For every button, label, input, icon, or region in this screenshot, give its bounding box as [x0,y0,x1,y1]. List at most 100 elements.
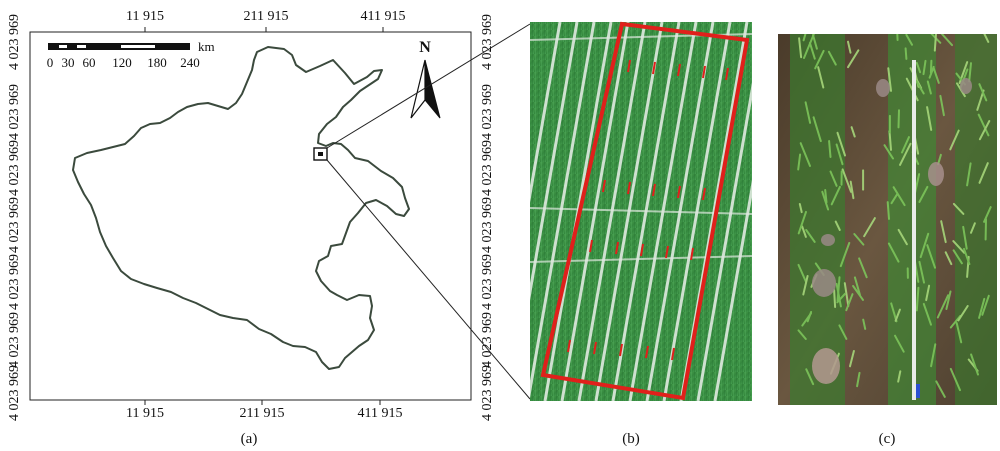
wheat-leaf [962,225,968,250]
wheat-leaf [937,153,942,166]
left-tick-label: 4 023 969 [7,140,22,196]
sample-marker [627,181,631,195]
wheat-leaf [863,217,876,238]
wheat-leaf [933,34,938,52]
wheat-leaf [918,185,929,203]
wheat-leaf [929,59,933,74]
bottom-tick-label-1: 11 915 [126,406,164,421]
wheat-leaf [847,40,852,54]
wheat-leaf [892,186,906,207]
wheat-leaf [952,249,963,265]
scale-label-60: 60 [83,55,96,70]
soil-stones [812,78,972,384]
wheat-leaf [799,142,811,167]
caption-a: (a) [241,431,258,447]
wheat-leaf [849,180,855,200]
left-tick-label: 4 023 969 [7,84,22,140]
wheat-leaf [836,292,846,304]
wheat-leaf [835,143,844,166]
wheat-leaf [798,203,803,214]
wheat-leaf [983,34,990,43]
wheat-leaf [963,247,971,266]
wheat-leaf [828,140,832,158]
plot-line [696,82,752,401]
top-tick-label-2: 211 915 [244,9,289,24]
wheat-leaf [830,185,841,206]
wheat-leaf [926,80,932,95]
wheat-leaf [821,190,830,211]
wheat-leaf [897,109,900,129]
scale-label-180: 180 [147,55,167,70]
plot-line [530,22,596,399]
wheat-leaf [834,220,841,231]
wheat-leaf [896,34,899,41]
wheat-leaf [888,130,892,151]
panel-b-uav-image: (b) [530,21,752,447]
wheat-leaf [915,80,925,95]
wheat-leaf [887,67,892,92]
wheat-leaf [814,49,825,70]
wheat-leaf [887,242,900,263]
wheat-leaf [886,201,890,220]
sample-marker [593,341,597,355]
wheat-leaf [853,276,861,296]
wheat-leaf [894,334,905,353]
left-tick-label: 4 023 969 [7,312,22,368]
left-tick-label: 4 023 969 [7,254,22,310]
study-plot-outline [540,21,750,401]
sample-marker [671,347,675,361]
wheat-leaf [957,305,969,322]
sample-marker [690,247,694,261]
wheat-leaf [978,162,989,184]
caption-b: (b) [622,431,640,447]
scale-label-240: 240 [180,55,200,70]
wheat-leaf [955,322,963,344]
plot-line [713,179,752,401]
sample-markers [567,59,729,361]
wheat-leaf [805,229,816,243]
scale-label-120: 120 [112,55,132,70]
measuring-ruler [912,60,916,400]
plot-line [530,22,579,301]
wheat-leaf [852,285,864,301]
sample-marker [602,179,606,193]
north-label: N [419,39,431,56]
wheat-leaf [935,380,946,398]
scale-unit: km [198,39,215,54]
sample-marker [567,339,571,353]
wheat-leaf [977,113,990,137]
wheat-leaf [804,101,812,124]
wheat-leaf [797,329,807,340]
wheat-leaf [841,168,852,193]
wheat-leaf [836,276,841,302]
wheat-leaf [966,162,972,187]
wheat-leaf [949,367,961,392]
wheat-leaf [978,297,986,319]
wheat-leaf [932,66,940,84]
wheat-leaf [928,65,935,79]
wheat-leaf [801,312,812,327]
wheat-leaf [833,289,837,308]
wheat-leaf [829,170,838,187]
sample-marker [627,59,631,73]
wheat-leaf [930,343,937,368]
wheat-leaf [940,34,953,47]
wheat-leaf [978,120,991,141]
wheat-leaf [808,41,816,60]
wheat-leaf [926,244,936,269]
wheat-leaf [824,189,828,204]
wheat-leaf [918,260,925,284]
wheat-leaf [805,368,815,386]
wheat-leaf [970,222,976,234]
left-tick-label: 4 023 969 [7,365,22,421]
wheat-leaf [812,34,818,50]
right-tick-label: 4 023 969 [480,140,495,196]
scale-label-30: 30 [62,55,75,70]
sample-marker [725,67,729,81]
left-tick-label: 4 023 969 [7,14,22,70]
wheat-leaf [978,83,988,102]
wheat-leaf [883,144,894,160]
right-tick-label: 4 023 969 [480,312,495,368]
